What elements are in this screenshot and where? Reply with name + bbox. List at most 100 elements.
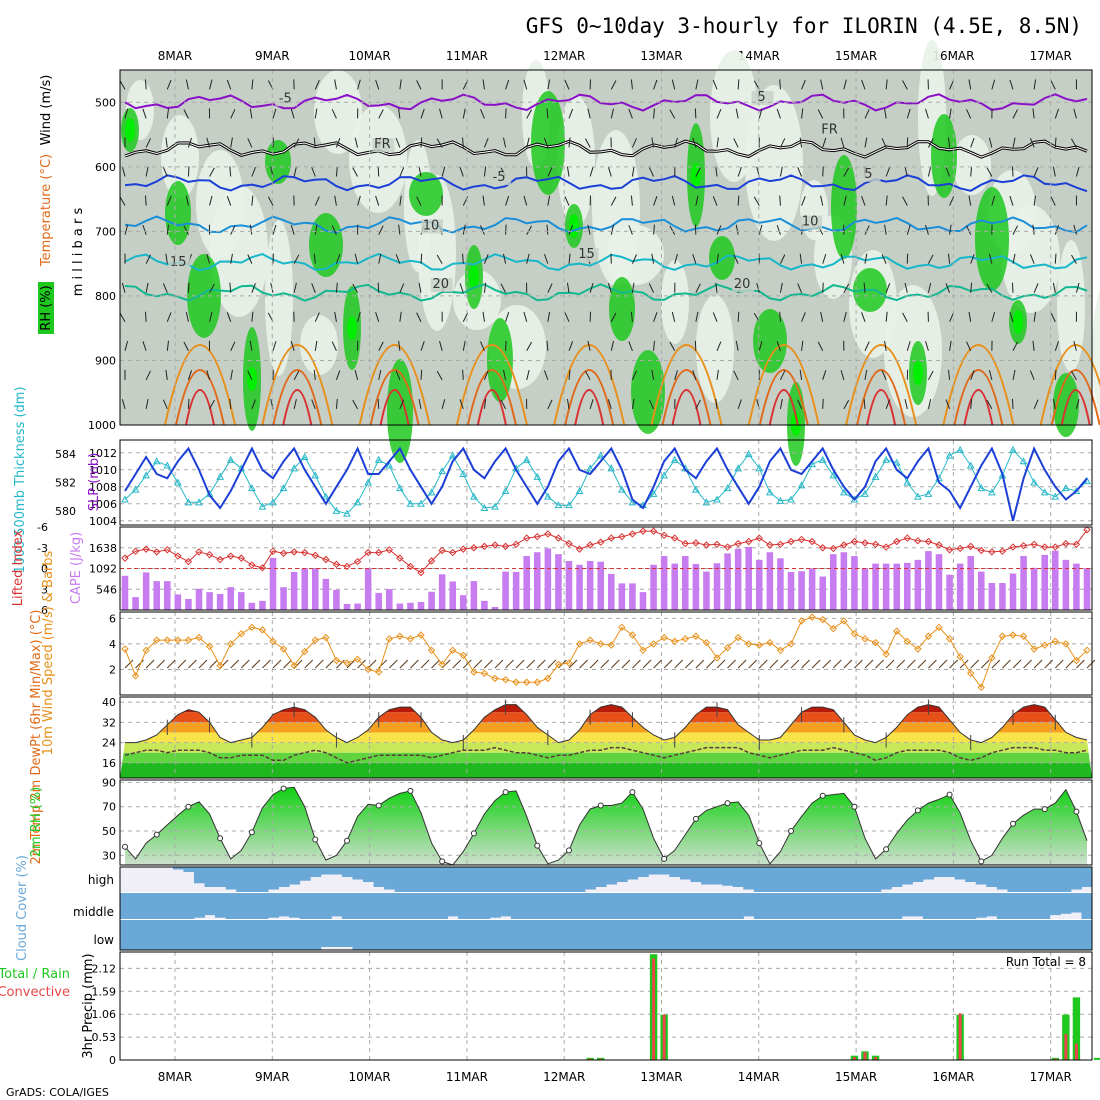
wind-tick: 2 [109,663,116,676]
rh-point [914,807,921,814]
wind-barb [1070,138,1077,148]
lifted-index-point [988,548,996,556]
cloud-bar-high [489,867,501,892]
wind-barb [352,399,359,410]
surface-wind-barb [748,659,758,669]
wind-barb [226,312,232,322]
surface-wind-barb [959,659,969,669]
wind-barb [249,224,253,235]
wind-barb [230,369,233,380]
wind-barb [695,79,699,90]
isotherm-line [124,283,1088,302]
wind-barb [230,137,233,148]
wind-barb [715,398,718,409]
boundary-layer-contour [564,369,615,426]
rh-point [407,787,414,794]
rh-dry-blob [1092,289,1100,417]
wind-barb [145,166,149,177]
cape-bar [502,571,509,610]
wind-barb [462,108,466,119]
cape-bar [724,553,731,610]
cloud-bar-middle [1028,893,1040,919]
wind-barb [378,369,382,380]
wind-barb [1009,79,1014,90]
date-axis-top: 8MAR 9MAR 10MAR 11MAR 12MAR 13MAR 14MAR 15MAR 16… [158,49,1072,63]
lifted-index-point [787,537,795,546]
wind-speed-point [967,669,975,677]
cape-bar [312,568,319,610]
boundary-layer-contour [856,369,907,426]
thickness-point [522,455,531,463]
thickness-point [829,471,838,479]
legend-temperature: Temperature (°C) [39,154,54,267]
wind-barb [251,283,256,293]
wind-barb [653,79,658,90]
wind-barb [779,254,786,264]
cloud-bar-high [479,867,491,892]
surface-wind-barb [240,659,250,669]
wind-barb [904,166,908,177]
cloud-bar-middle [606,893,618,919]
cloud-bar-middle [1060,893,1072,914]
wind-barb [441,166,446,177]
thickness-tick: 582 [55,477,76,490]
cloud-bar-high [1018,867,1030,892]
wind-speed-point [649,640,658,648]
cloud-bar-middle [764,893,776,919]
wind-barb [1012,225,1018,235]
wind-barb [311,399,316,410]
wind-barb [505,312,510,322]
wind-barb [523,79,528,90]
cloud-bar-low [933,920,945,950]
wind-barb [716,109,722,119]
cloud-bar-low [648,920,660,950]
surface-wind-barb [801,659,810,669]
wind-barb [669,341,676,352]
wind-barb [314,312,320,322]
thickness-point [988,488,996,496]
surface-wind-barb [1002,659,1011,669]
wind-barb [927,282,932,293]
surface-wind-barb [938,659,948,669]
cape-bar [999,583,1006,610]
wind-barb [840,137,845,148]
wind-barb [483,166,487,177]
thickness-point [311,471,320,479]
cloud-bar-high [870,867,882,892]
lifted-index-point [1009,543,1017,551]
rh-point [851,803,858,810]
lifted-index-point [702,541,711,549]
cloud-bar-low [436,920,449,950]
wind-barb [630,195,633,206]
wind-barb [968,79,972,90]
wind-barb [610,224,615,235]
wind-barb [165,369,168,380]
cloud-bar-high [468,867,480,892]
cloud-bar-middle [257,893,269,919]
wind-barb [505,340,507,351]
cape-bar [745,546,752,610]
rh-dry-blob [696,295,734,403]
wind-barb [949,312,955,322]
wind-barb [145,370,151,381]
rh-point [280,785,287,792]
lifted-index-point [237,554,245,562]
isotherm-line [124,93,1088,112]
wind-barb [439,340,443,351]
cloud-bar-low [785,920,797,950]
thickness-point [882,455,890,463]
wind-barb [482,195,485,206]
rh-tick: 70 [102,801,116,814]
wind-barb [712,312,718,322]
panel-frame [119,779,1093,866]
cloud-bar-middle [151,893,163,919]
wind-barb [209,311,213,322]
date-tick-bottom: 9MAR [255,1070,290,1084]
cloud-bar-low [553,920,565,950]
surface-wind-barb [854,659,863,669]
wind-barb [776,224,781,235]
lifted-index-point [1051,543,1059,551]
wind-barb [758,108,763,119]
wind-barb [715,282,718,293]
wind-barb [187,282,190,293]
